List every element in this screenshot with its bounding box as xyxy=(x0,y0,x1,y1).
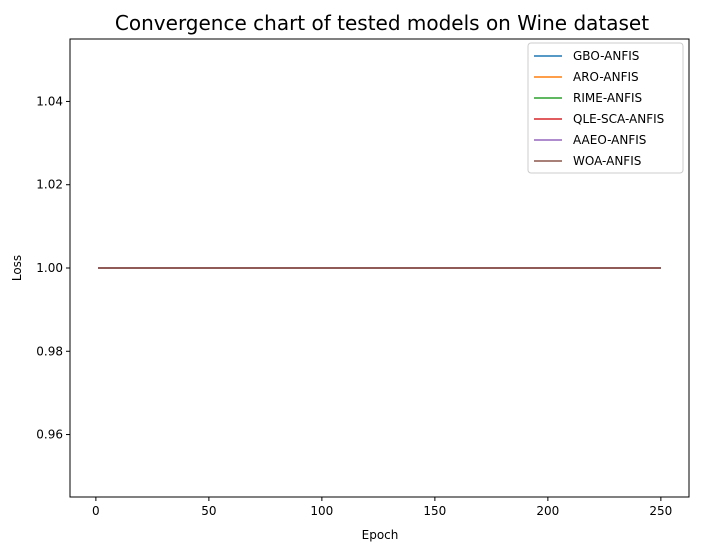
legend-label: AAEO-ANFIS xyxy=(573,133,646,147)
y-tick-label: 1.00 xyxy=(36,261,63,275)
y-tick-label: 1.04 xyxy=(36,94,63,108)
x-tick-label: 150 xyxy=(423,504,446,518)
x-axis: 0 50 100 150 200 250 xyxy=(92,497,672,518)
x-tick-label: 50 xyxy=(201,504,216,518)
x-axis-label: Epoch xyxy=(362,528,399,542)
legend-label: QLE-SCA-ANFIS xyxy=(573,112,664,126)
y-tick-label: 0.98 xyxy=(36,344,63,358)
x-tick-label: 200 xyxy=(536,504,559,518)
y-tick-label: 1.02 xyxy=(36,178,63,192)
x-tick-label: 250 xyxy=(649,504,672,518)
x-tick-label: 0 xyxy=(92,504,100,518)
legend-box xyxy=(527,42,684,174)
chart-title: Convergence chart of tested models on Wi… xyxy=(115,11,649,35)
legend-label: RIME-ANFIS xyxy=(573,91,642,105)
legend-label: GBO-ANFIS xyxy=(573,49,639,63)
y-tick-label: 0.96 xyxy=(36,428,63,442)
legend-label: ARO-ANFIS xyxy=(573,70,639,84)
y-axis: 0.96 0.98 1.00 1.02 1.04 xyxy=(36,94,70,442)
legend: GBO-ANFIS ARO-ANFIS RIME-ANFIS QLE-SCA-ANFI… xyxy=(527,42,684,174)
x-tick-label: 100 xyxy=(310,504,333,518)
legend-label: WOA-ANFIS xyxy=(573,154,641,168)
y-axis-label: Loss xyxy=(10,255,24,281)
